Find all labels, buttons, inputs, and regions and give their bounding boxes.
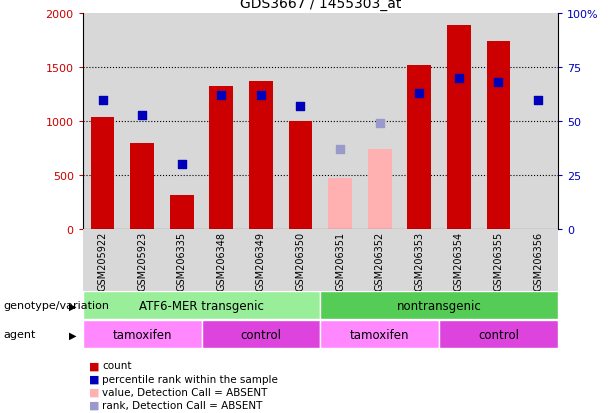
Text: ■: ■	[89, 374, 99, 384]
Bar	[202, 229, 241, 291]
Bar	[439, 14, 479, 229]
Bar	[281, 229, 321, 291]
Text: genotype/variation: genotype/variation	[3, 301, 109, 311]
Text: ▶: ▶	[69, 301, 77, 311]
Bar	[328, 179, 352, 229]
Bar	[83, 292, 321, 320]
Text: value, Detection Call = ABSENT: value, Detection Call = ABSENT	[102, 387, 268, 397]
Bar	[360, 14, 400, 229]
Text: GSM206335: GSM206335	[177, 231, 187, 290]
Bar	[321, 229, 360, 291]
Point	[533, 97, 543, 104]
Text: percentile rank within the sample: percentile rank within the sample	[102, 374, 278, 384]
Text: agent: agent	[3, 330, 36, 339]
Text: control: control	[240, 328, 281, 341]
Bar	[321, 14, 360, 229]
Point	[97, 97, 107, 104]
Text: ▶: ▶	[69, 330, 77, 339]
Text: tamoxifen: tamoxifen	[350, 328, 409, 341]
Bar	[360, 229, 400, 291]
Text: tamoxifen: tamoxifen	[112, 328, 172, 341]
Point	[454, 76, 464, 82]
Text: GSM206351: GSM206351	[335, 231, 345, 290]
Text: ■: ■	[89, 400, 99, 410]
Bar	[170, 196, 194, 229]
Text: GSM206354: GSM206354	[454, 231, 464, 290]
Bar	[131, 143, 154, 229]
Bar	[321, 292, 558, 320]
Text: count: count	[102, 361, 132, 370]
Bar	[439, 320, 558, 349]
Point	[295, 104, 305, 110]
Text: GSM205922: GSM205922	[97, 231, 107, 290]
Bar	[162, 14, 202, 229]
Text: GSM206353: GSM206353	[414, 231, 424, 290]
Point	[216, 93, 226, 100]
Bar	[281, 14, 321, 229]
Title: GDS3667 / 1455303_at: GDS3667 / 1455303_at	[240, 0, 401, 11]
Bar	[123, 14, 162, 229]
Text: control: control	[478, 328, 519, 341]
Text: GSM206350: GSM206350	[295, 231, 305, 290]
Bar	[321, 320, 439, 349]
Bar	[368, 150, 392, 229]
Text: ■: ■	[89, 361, 99, 370]
Bar	[202, 14, 241, 229]
Bar	[123, 229, 162, 291]
Text: ■: ■	[89, 387, 99, 397]
Text: GSM206348: GSM206348	[216, 231, 226, 290]
Point	[335, 147, 345, 153]
Bar	[447, 26, 471, 229]
Point	[177, 161, 186, 168]
Bar	[400, 229, 439, 291]
Bar	[479, 229, 518, 291]
Bar	[241, 229, 281, 291]
Bar	[400, 14, 439, 229]
Bar	[439, 229, 479, 291]
Text: GSM206356: GSM206356	[533, 231, 543, 290]
Bar	[249, 82, 273, 229]
Bar	[91, 118, 115, 229]
Bar	[210, 86, 233, 229]
Bar	[83, 229, 123, 291]
Text: ATF6-MER transgenic: ATF6-MER transgenic	[139, 299, 264, 312]
Point	[256, 93, 266, 100]
Point	[493, 80, 503, 86]
Point	[414, 90, 424, 97]
Bar	[518, 14, 558, 229]
Bar	[518, 229, 558, 291]
Point	[137, 112, 147, 119]
Bar	[162, 229, 202, 291]
Bar	[83, 320, 202, 349]
Text: GSM206349: GSM206349	[256, 231, 266, 290]
Bar	[289, 122, 313, 229]
Bar	[487, 43, 510, 229]
Text: rank, Detection Call = ABSENT: rank, Detection Call = ABSENT	[102, 400, 263, 410]
Text: GSM206352: GSM206352	[375, 231, 385, 290]
Text: GSM206355: GSM206355	[493, 231, 503, 290]
Point	[375, 121, 384, 127]
Bar	[408, 66, 431, 229]
Bar	[202, 320, 321, 349]
Bar	[479, 14, 518, 229]
Text: GSM205923: GSM205923	[137, 231, 147, 290]
Bar	[83, 14, 123, 229]
Text: nontransgenic: nontransgenic	[397, 299, 481, 312]
Bar	[241, 14, 281, 229]
